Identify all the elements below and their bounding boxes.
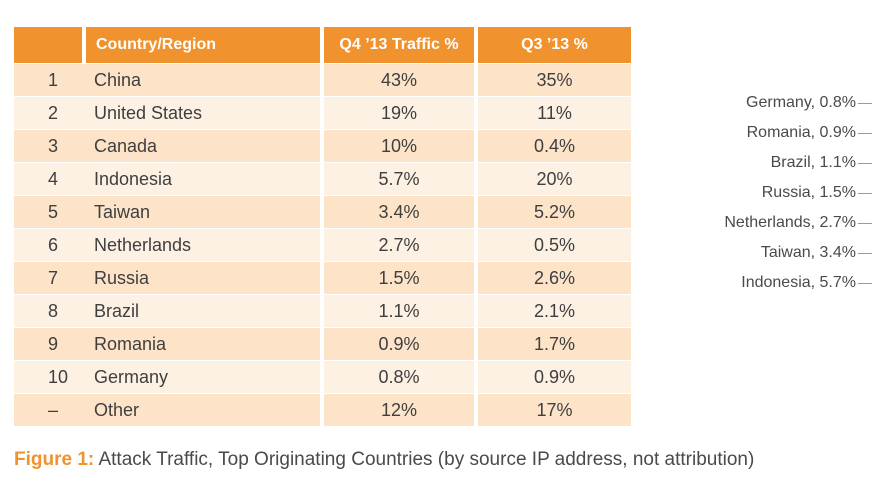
table-row: 1 China 43% 35% [14,63,631,97]
caption-text: Attack Traffic, Top Originating Countrie… [94,449,755,470]
cell-country: Netherlands [84,228,324,262]
pie-label: Germany, 0.8% [690,88,876,118]
pie-legend: Germany, 0.8% Romania, 0.9% Brazil, 1.1% Ru… [690,88,876,298]
table-row: 9 Romania 0.9% 1.7% [14,327,631,361]
cell-q4-traffic: 3.4% [322,195,478,229]
cell-rank: 10 [14,360,84,394]
table-body: 1 China 43% 35% 2 United States 19% 11% 3 Canada 1… [14,63,631,426]
cell-q4-traffic: 0.9% [322,327,478,361]
cell-q3-traffic: 5.2% [476,195,631,229]
figure-caption: Figure 1: Attack Traffic, Top Originatin… [14,449,754,471]
cell-q3-traffic: 20% [476,162,631,196]
table-row: – Other 12% 17% [14,393,631,426]
cell-q4-traffic: 1.1% [322,294,478,328]
cell-country: Canada [84,129,324,163]
leader-line [858,253,872,254]
cell-q3-traffic: 2.1% [476,294,631,328]
cell-q4-traffic: 10% [322,129,478,163]
cell-country: Germany [84,360,324,394]
cell-q3-traffic: 17% [476,393,631,426]
traffic-table: Country/Region Q4 ’13 Traffic % Q3 ’13 %… [14,27,631,426]
table-row: 7 Russia 1.5% 2.6% [14,261,631,295]
pie-label-text: Russia, 1.5% [761,184,856,201]
cell-rank: 4 [14,162,84,196]
header-rank [14,27,86,64]
table-row: 6 Netherlands 2.7% 0.5% [14,228,631,262]
pie-label: Romania, 0.9% [690,118,876,148]
pie-label-text: Taiwan, 3.4% [760,244,856,261]
cell-rank: 8 [14,294,84,328]
cell-rank: 2 [14,96,84,130]
leader-line [858,103,872,104]
table-header-row: Country/Region Q4 ’13 Traffic % Q3 ’13 % [14,27,631,64]
cell-q3-traffic: 35% [476,63,631,97]
table-row: 2 United States 19% 11% [14,96,631,130]
pie-label-text: Brazil, 1.1% [770,154,856,171]
leader-line [858,163,872,164]
cell-q4-traffic: 43% [322,63,478,97]
pie-label-text: Indonesia, 5.7% [741,274,856,291]
cell-country: China [84,63,324,97]
cell-rank: 6 [14,228,84,262]
table-row: 8 Brazil 1.1% 2.1% [14,294,631,328]
pie-label-text: Germany, 0.8% [746,94,856,111]
table-row: 5 Taiwan 3.4% 5.2% [14,195,631,229]
cell-q4-traffic: 0.8% [322,360,478,394]
cell-q4-traffic: 12% [322,393,478,426]
table-row: 10 Germany 0.8% 0.9% [14,360,631,394]
cell-q4-traffic: 5.7% [322,162,478,196]
header-country: Country/Region [84,27,324,64]
cell-rank: – [14,393,84,426]
cell-country: Other [84,393,324,426]
cell-q3-traffic: 1.7% [476,327,631,361]
leader-line [858,283,872,284]
traffic-table-container: Country/Region Q4 ’13 Traffic % Q3 ’13 %… [14,27,631,426]
cell-country: Brazil [84,294,324,328]
cell-rank: 7 [14,261,84,295]
leader-line [858,223,872,224]
cell-q3-traffic: 0.4% [476,129,631,163]
cell-q3-traffic: 2.6% [476,261,631,295]
table-row: 4 Indonesia 5.7% 20% [14,162,631,196]
cell-q4-traffic: 1.5% [322,261,478,295]
table-row: 3 Canada 10% 0.4% [14,129,631,163]
pie-label: Russia, 1.5% [690,178,876,208]
cell-country: Indonesia [84,162,324,196]
pie-label: Taiwan, 3.4% [690,238,876,268]
cell-q4-traffic: 2.7% [322,228,478,262]
header-q3-traffic: Q3 ’13 % [476,27,631,64]
cell-q3-traffic: 0.5% [476,228,631,262]
caption-label: Figure 1: [14,449,95,470]
cell-q4-traffic: 19% [322,96,478,130]
cell-rank: 9 [14,327,84,361]
header-q4-traffic: Q4 ’13 Traffic % [322,27,478,64]
pie-label: Netherlands, 2.7% [690,208,876,238]
cell-country: Russia [84,261,324,295]
cell-rank: 1 [14,63,84,97]
cell-country: United States [84,96,324,130]
cell-q3-traffic: 11% [476,96,631,130]
leader-line [858,133,872,134]
cell-country: Romania [84,327,324,361]
pie-label-text: Netherlands, 2.7% [724,214,856,231]
pie-label: Indonesia, 5.7% [690,268,876,298]
cell-country: Taiwan [84,195,324,229]
cell-q3-traffic: 0.9% [476,360,631,394]
cell-rank: 3 [14,129,84,163]
pie-label: Brazil, 1.1% [690,148,876,178]
leader-line [858,193,872,194]
cell-rank: 5 [14,195,84,229]
pie-label-text: Romania, 0.9% [746,124,856,141]
